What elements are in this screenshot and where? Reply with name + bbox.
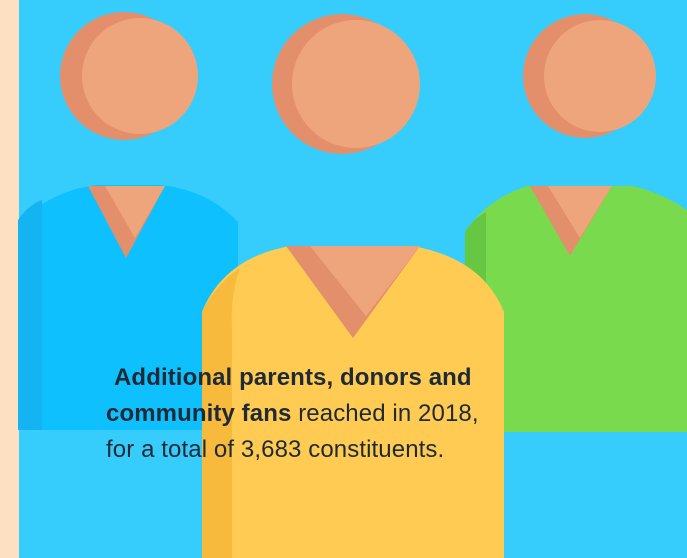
caption-line-3: for a total of 3,683 constituents. <box>106 432 646 468</box>
left-accent-strip <box>0 0 19 558</box>
caption-bold-1: Additional parents, donors and <box>114 364 472 391</box>
caption-regular-2: reached in 2018, <box>291 400 479 427</box>
person-left-icon <box>18 12 238 430</box>
person-center-icon <box>202 14 504 558</box>
caption-text: Additional parents, donors and community… <box>106 360 646 468</box>
caption-line-1: Additional parents, donors and <box>106 360 646 396</box>
caption-regular-3: for a total of 3,683 constituents. <box>106 436 445 463</box>
person-right-icon <box>465 14 687 432</box>
caption-bold-2: community fans <box>106 400 292 427</box>
caption-line-2: community fans reached in 2018, <box>106 396 646 432</box>
